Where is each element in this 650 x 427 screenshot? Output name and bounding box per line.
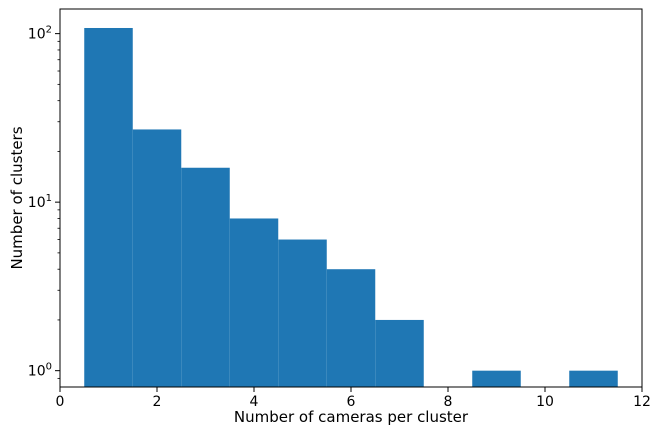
- histogram-bar-10: [569, 370, 618, 387]
- bars-layer: [84, 27, 618, 387]
- x-tick-label: 4: [250, 394, 259, 410]
- histogram-bar-1: [132, 129, 182, 387]
- x-tick-label: 2: [153, 394, 162, 410]
- histogram-bar-4: [278, 239, 327, 387]
- x-tick-label: 8: [444, 394, 453, 410]
- x-tick-label: 6: [347, 394, 356, 410]
- x-tick-label: 12: [633, 394, 650, 410]
- histogram-bar-8: [472, 370, 521, 387]
- plot-frame: [59, 8, 643, 388]
- histogram-bar-0: [84, 27, 133, 387]
- y-tick-label: 102: [28, 25, 52, 43]
- y-tick-label: 101: [28, 193, 52, 211]
- x-axis-label: Number of cameras per cluster: [234, 408, 469, 426]
- y-tick-label: 100: [28, 362, 52, 380]
- histogram-bar-6: [375, 319, 424, 387]
- histogram-bar-3: [229, 218, 279, 387]
- x-tick-label: 10: [536, 394, 554, 410]
- y-axis-label: Number of clusters: [8, 126, 26, 269]
- histogram-bar-5: [326, 269, 376, 387]
- histogram-bar-2: [181, 167, 230, 387]
- x-tick-label: 0: [56, 394, 65, 410]
